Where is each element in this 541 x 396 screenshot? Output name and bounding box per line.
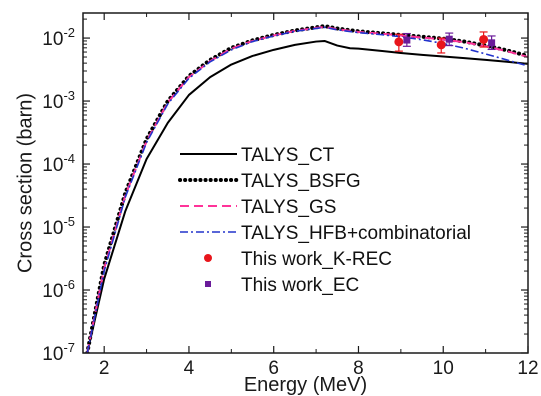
data-point-5-1: [445, 32, 454, 47]
y-axis-title: Cross section (barn): [14, 93, 36, 273]
data-point-4-1: [436, 37, 446, 54]
x-tick-label-1: 4: [184, 358, 195, 379]
data-point-5-2: [487, 35, 496, 51]
legend-item-1: TALYS_BSFG: [178, 171, 361, 192]
legend-label-0: TALYS_CT: [241, 145, 335, 166]
y-tick-label-5: 10-2: [42, 25, 75, 50]
legend-item-2: TALYS_GS: [180, 197, 336, 218]
legend-item-5: This work_EC: [205, 275, 359, 296]
y-tick-label-2: 10-5: [42, 214, 75, 239]
legend-item-4: This work_K-REC: [204, 249, 392, 270]
y-tick-label-4: 10-3: [42, 88, 75, 113]
legend-label-2: TALYS_GS: [241, 197, 336, 218]
y-tick-label-0: 10-7: [42, 340, 75, 365]
x-tick-label-0: 2: [99, 358, 110, 379]
legend-item-0: TALYS_CT: [180, 145, 335, 166]
x-tick-label-3: 8: [353, 358, 364, 379]
legend-label-4: This work_K-REC: [241, 249, 392, 270]
legend-label-3: TALYS_HFB+combinatorial: [241, 223, 471, 244]
data-point-4-2: [479, 31, 489, 48]
legend-label-5: This work_EC: [241, 275, 359, 296]
x-tick-label-2: 6: [268, 358, 279, 379]
legend: TALYS_CT TALYS_BSFG TALYS_GS TALYS_HFB+comb…: [178, 145, 471, 296]
data-point-5-0: [402, 32, 411, 47]
y-tick-label-1: 10-6: [42, 277, 75, 302]
legend-item-3: TALYS_HFB+combinatorial: [180, 223, 471, 244]
y-tick-label-3: 10-4: [42, 151, 75, 176]
x-tick-label-5: 12: [517, 358, 538, 379]
series-line-0: [86, 39, 528, 353]
data-points-layer: [394, 31, 496, 54]
axis-ticks: 2 4 6 8 10 12 10-7 10-6 10-5 10-4 10-3 10-2: [42, 13, 539, 379]
legend-label-1: TALYS_BSFG: [241, 171, 361, 192]
data-point-4-0: [394, 33, 404, 52]
x-tick-label-4: 10: [433, 358, 454, 379]
x-axis-title: Energy (MeV): [244, 374, 367, 396]
